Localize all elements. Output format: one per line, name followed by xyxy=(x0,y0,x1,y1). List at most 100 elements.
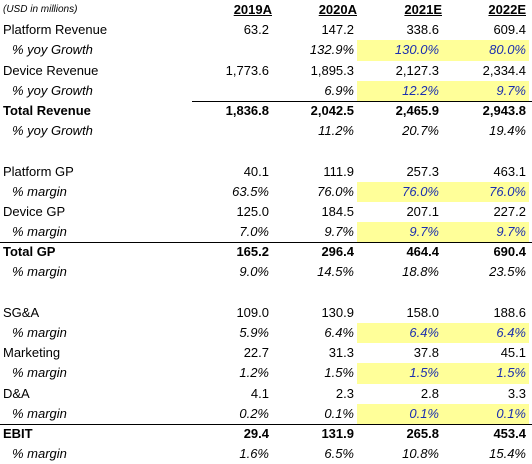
value-cell: 125.0 xyxy=(236,203,269,219)
row-label: EBIT xyxy=(3,425,33,441)
row-label: D&A xyxy=(3,385,30,401)
value-cell: 3.3 xyxy=(507,385,526,401)
row-label: % margin xyxy=(12,264,67,280)
table-row: % margin 7.0% 9.7% 9.7% 9.7% xyxy=(0,222,532,243)
table-row-total: EBIT 29.4 131.9 265.8 453.4 xyxy=(0,423,532,444)
value-cell: 29.4 xyxy=(243,425,269,441)
table-row: % margin 5.9% 6.4% 6.4% 6.4% xyxy=(0,323,532,344)
input-cell[interactable]: 1.5% xyxy=(442,363,529,384)
table-row: SG&A 109.0 130.9 158.0 188.6 xyxy=(0,303,532,323)
value-cell: 188.6 xyxy=(493,304,526,320)
row-label: Total Revenue xyxy=(3,102,91,118)
value-cell: 296.4 xyxy=(321,244,354,260)
table-row: Platform GP 40.1 111.9 257.3 463.1 xyxy=(0,162,532,182)
row-label: Platform Revenue xyxy=(3,22,108,38)
input-cell[interactable]: 130.0% xyxy=(357,40,442,61)
value-cell: 463.1 xyxy=(493,163,526,179)
value-cell: 22.7 xyxy=(243,345,269,361)
table-row: % yoy Growth 6.9% 12.2% 9.7% xyxy=(0,80,532,101)
input-cell[interactable]: 80.0% xyxy=(442,40,529,61)
input-cell[interactable]: 9.7% xyxy=(442,80,529,101)
row-label: % margin xyxy=(12,224,67,240)
row-label: Device GP xyxy=(3,203,66,219)
value-cell: 1,773.6 xyxy=(225,62,269,78)
value-cell: 6.4% xyxy=(324,325,354,340)
value-cell: 2,465.9 xyxy=(395,102,439,118)
table-row: % margin 0.2% 0.1% 0.1% 0.1% xyxy=(0,403,532,424)
value-cell: 132.9% xyxy=(309,42,354,58)
value-cell xyxy=(192,40,272,60)
value-cell: 2.8 xyxy=(420,385,439,401)
value-cell: 0.1% xyxy=(324,405,354,421)
value-cell: 40.1 xyxy=(243,163,269,179)
value-cell: 10.8% xyxy=(402,446,439,462)
value-cell: 2,334.4 xyxy=(482,62,526,78)
value-cell: 257.3 xyxy=(406,163,439,179)
value-cell: 76.0% xyxy=(317,183,354,199)
value-cell: 15.4% xyxy=(489,446,526,462)
header-row: (USD in millions) 2019A 2020A 2021E 2022… xyxy=(0,0,532,20)
value-cell: 111.9 xyxy=(323,163,354,179)
input-cell[interactable]: 76.0% xyxy=(442,181,529,202)
table-row: % yoy Growth 132.9% 130.0% 80.0% xyxy=(0,40,532,61)
value-cell: 45.1 xyxy=(500,345,526,361)
value-cell: 9.0% xyxy=(239,264,269,280)
row-label: Platform GP xyxy=(3,163,74,179)
value-cell: 6.5% xyxy=(324,446,354,462)
input-cell[interactable]: 9.7% xyxy=(442,222,529,243)
row-label: Total GP xyxy=(3,244,56,260)
value-cell: 147.2 xyxy=(321,22,354,38)
value-cell: 9.7% xyxy=(324,224,354,240)
value-cell: 609.4 xyxy=(493,22,526,38)
value-cell: 18.8% xyxy=(402,264,439,280)
value-cell: 131.9 xyxy=(321,425,354,441)
table-row: D&A 4.1 2.3 2.8 3.3 xyxy=(0,384,532,404)
year-header: 2021E xyxy=(404,2,442,17)
value-cell: 6.9% xyxy=(324,82,354,98)
input-cell[interactable]: 12.2% xyxy=(357,80,442,101)
row-label: % margin xyxy=(12,405,67,421)
value-cell: 4.1 xyxy=(250,385,269,401)
row-label: % yoy Growth xyxy=(12,123,93,139)
input-cell[interactable]: 76.0% xyxy=(357,181,442,202)
input-cell[interactable]: 6.4% xyxy=(357,323,442,344)
table-row-total: Total Revenue 1,836.8 2,042.5 2,465.9 2,… xyxy=(0,100,532,121)
input-cell[interactable]: 6.4% xyxy=(442,323,529,344)
value-cell: 130.9 xyxy=(321,304,354,320)
value-cell: 207.1 xyxy=(406,203,439,219)
row-label: % yoy Growth xyxy=(12,42,93,58)
year-header: 2022E xyxy=(488,2,526,17)
value-cell: 464.4 xyxy=(406,244,439,260)
value-cell: 37.8 xyxy=(413,345,439,361)
input-cell[interactable]: 0.1% xyxy=(442,403,529,424)
value-cell: 109.0 xyxy=(236,304,269,320)
value-cell: 31.3 xyxy=(328,345,354,361)
value-cell: 63.5% xyxy=(232,183,269,199)
table-row: % margin 1.2% 1.5% 1.5% 1.5% xyxy=(0,363,532,384)
table-row-total: Total GP 165.2 296.4 464.4 690.4 xyxy=(0,242,532,262)
value-cell: 165.2 xyxy=(236,244,269,260)
row-label: SG&A xyxy=(3,304,40,320)
input-cell[interactable]: 9.7% xyxy=(357,222,442,243)
value-cell xyxy=(192,121,272,141)
value-cell: 1.5% xyxy=(324,365,354,381)
input-cell[interactable]: 1.5% xyxy=(357,363,442,384)
table-row: Device Revenue 1,773.6 1,895.3 2,127.3 2… xyxy=(0,61,532,81)
value-cell: 1,895.3 xyxy=(310,62,354,78)
input-cell[interactable]: 0.1% xyxy=(357,403,442,424)
table-row: Platform Revenue 63.2 147.2 338.6 609.4 xyxy=(0,20,532,40)
spacer-row xyxy=(0,283,532,303)
row-label: % margin xyxy=(12,446,67,462)
row-label: % margin xyxy=(12,365,67,381)
year-header: 2020A xyxy=(318,2,357,17)
value-cell: 690.4 xyxy=(493,244,526,260)
value-cell: 7.0% xyxy=(239,224,269,240)
row-label: Marketing xyxy=(3,345,61,361)
row-label: % yoy Growth xyxy=(12,82,93,98)
value-cell: 1.2% xyxy=(239,365,269,381)
value-cell: 11.2% xyxy=(318,123,354,139)
value-cell: 63.2 xyxy=(243,22,269,38)
table-row: % margin 9.0% 14.5% 18.8% 23.5% xyxy=(0,262,532,282)
value-cell: 2,042.5 xyxy=(310,102,354,118)
